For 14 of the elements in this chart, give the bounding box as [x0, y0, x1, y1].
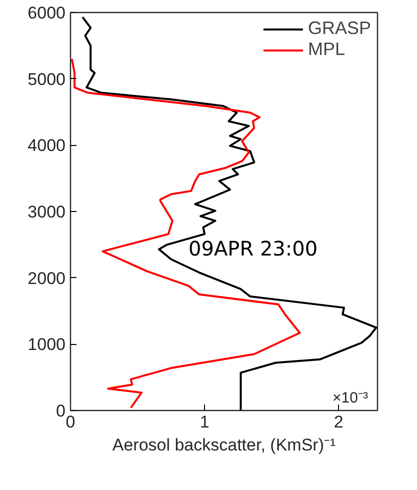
x-tick-label: 2	[334, 412, 344, 432]
legend-label: GRASP	[308, 18, 371, 39]
y-tick-label: 4000	[28, 136, 66, 156]
y-tick-label: 2000	[28, 268, 66, 288]
legend-label: MPL	[308, 39, 345, 60]
y-tick-label: 1000	[28, 335, 66, 354]
annotation: 09APR 23:00	[188, 236, 318, 260]
y-tick-label: 6000	[28, 4, 66, 22]
line-series	[82, 16, 378, 410]
y-tick-label: 3000	[28, 202, 66, 222]
y-tick-label: 5000	[28, 70, 66, 89]
x-tick-label: 1	[200, 412, 210, 432]
annotation: ×10⁻³	[332, 390, 368, 406]
x-axis-title: Aerosol backscatter, (KmSr)⁻¹	[112, 436, 336, 454]
